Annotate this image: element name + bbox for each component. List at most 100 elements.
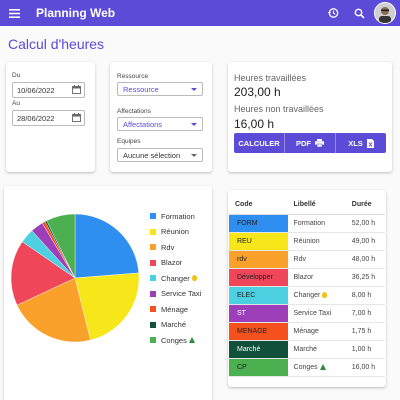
cell-duration: 16,00 h	[345, 358, 385, 377]
lightbulb-icon	[191, 275, 197, 281]
action-buttons: CALCULER PDF XLS	[234, 133, 386, 153]
legend-label: Blazor	[161, 258, 183, 267]
column-header-code: Code	[229, 196, 288, 215]
resource-select[interactable]: Ressource	[117, 82, 203, 96]
table-row: rdv Rdv 48,00 h	[229, 250, 385, 269]
resource-label: Ressource	[117, 73, 149, 80]
to-date-label: Au	[12, 100, 20, 107]
cell-label: Blazor	[287, 268, 346, 287]
cell-duration: 8,00 h	[345, 286, 385, 305]
search-icon[interactable]	[346, 0, 372, 26]
cell-code: rdv	[229, 250, 288, 269]
table-header-row: Code Libellé Durée	[229, 196, 385, 215]
calendar-icon[interactable]	[72, 85, 81, 96]
assignments-select[interactable]: Affectations	[117, 117, 203, 131]
legend-swatch	[150, 321, 156, 328]
cell-duration: 1,75 h	[345, 322, 385, 341]
pie-chart	[10, 213, 140, 343]
legend-item[interactable]: Marché	[150, 319, 186, 331]
pie-slice-0[interactable]	[74, 213, 140, 279]
table-row: ST Service Taxi 7,00 h	[229, 304, 385, 323]
legend-swatch	[150, 290, 156, 297]
tree-icon	[188, 337, 195, 343]
lightbulb-icon	[322, 291, 328, 298]
teams-select[interactable]: Aucune sélection	[117, 148, 203, 162]
cell-label: Ménage	[287, 322, 346, 341]
worked-hours-value: 203,00 h	[234, 85, 281, 99]
legend-item[interactable]: Conges	[150, 334, 195, 346]
non-worked-hours-value: 16,00 h	[234, 117, 275, 131]
cell-duration: 48,00 h	[345, 250, 385, 269]
table-row: MENAGE Ménage 1,75 h	[229, 322, 385, 341]
app-title: Planning Web	[36, 6, 116, 20]
tree-icon	[319, 363, 326, 370]
non-worked-hours-label: Heures non travaillées	[234, 104, 324, 114]
legend-label: Réunion	[161, 227, 189, 236]
cell-code: ELEC	[229, 286, 288, 305]
pie-slice-3[interactable]	[10, 241, 76, 306]
from-date-label: Du	[12, 72, 21, 79]
spreadsheet-file-icon	[366, 138, 374, 148]
cell-label: Service Taxi	[287, 304, 346, 323]
app-bar: Planning Web	[0, 0, 400, 26]
calculate-button[interactable]: CALCULER	[234, 133, 285, 153]
totals-card	[228, 62, 392, 172]
cell-duration: 36,25 h	[345, 268, 385, 287]
cell-duration: 1,00 h	[345, 340, 385, 359]
pie-slice-1[interactable]	[74, 272, 140, 341]
cell-code: REU	[229, 232, 288, 251]
worked-hours-label: Heures travaillées	[234, 73, 307, 83]
chevron-down-icon	[191, 154, 197, 157]
legend-swatch	[150, 306, 156, 312]
legend-label: Changer	[161, 273, 190, 283]
cell-label: Conges	[287, 358, 346, 377]
legend-swatch	[150, 244, 156, 250]
avatar[interactable]	[374, 2, 396, 24]
table-row: CP Conges 16,00 h	[229, 358, 385, 377]
legend-item[interactable]: Blazor	[150, 257, 182, 269]
pie-slice-8[interactable]	[46, 213, 76, 279]
legend-item[interactable]: Formation	[150, 210, 195, 222]
column-header-duration: Durée	[345, 196, 385, 215]
legend-label: Conges	[161, 335, 187, 345]
legend-item[interactable]: Changer	[150, 272, 197, 284]
xls-button[interactable]: XLS	[336, 133, 386, 153]
from-date-field[interactable]: 10/06/2022	[12, 82, 85, 98]
cell-code: MENAGE	[229, 322, 288, 341]
legend-swatch	[150, 259, 156, 266]
cell-label: Changer	[287, 286, 346, 305]
cell-code: ST	[229, 304, 288, 323]
print-icon	[315, 139, 324, 147]
legend-item[interactable]: Rdv	[150, 241, 174, 253]
legend-item[interactable]: Ménage	[150, 303, 188, 315]
legend-item[interactable]: Réunion	[150, 226, 189, 238]
legend-swatch	[150, 228, 156, 235]
page-title: Calcul d'heures	[8, 36, 105, 52]
table-row: Développer Blazor 36,25 h	[229, 268, 385, 287]
pdf-button[interactable]: PDF	[285, 133, 336, 153]
cell-code: Développer	[229, 268, 288, 287]
legend-label: Formation	[161, 211, 195, 221]
cell-label: Rdv	[287, 250, 346, 269]
column-header-label: Libellé	[287, 196, 346, 215]
menu-icon[interactable]	[0, 0, 28, 26]
pie-slice-2[interactable]	[16, 277, 91, 343]
cell-label: Marché	[287, 340, 346, 359]
calendar-icon[interactable]	[72, 113, 81, 124]
assignments-label: Affectations	[117, 108, 151, 115]
chevron-down-icon	[191, 88, 197, 91]
chevron-down-icon	[191, 123, 197, 126]
teams-label: Equipes	[117, 138, 141, 145]
cell-label: Formation	[287, 214, 346, 233]
table-row: FORM Formation 52,00 h	[229, 214, 385, 233]
table-row: REU Réunion 49,00 h	[229, 232, 385, 251]
cell-code: CP	[229, 358, 288, 377]
legend-item[interactable]: Service Taxi	[150, 288, 201, 300]
legend-label: Rdv	[161, 242, 175, 252]
cell-duration: 7,00 h	[345, 304, 385, 323]
history-icon[interactable]	[320, 0, 346, 26]
cell-duration: 49,00 h	[345, 232, 385, 251]
to-date-field[interactable]: 28/06/2022	[12, 110, 85, 126]
cell-label: Réunion	[287, 232, 346, 251]
cell-code: FORM	[229, 214, 288, 233]
